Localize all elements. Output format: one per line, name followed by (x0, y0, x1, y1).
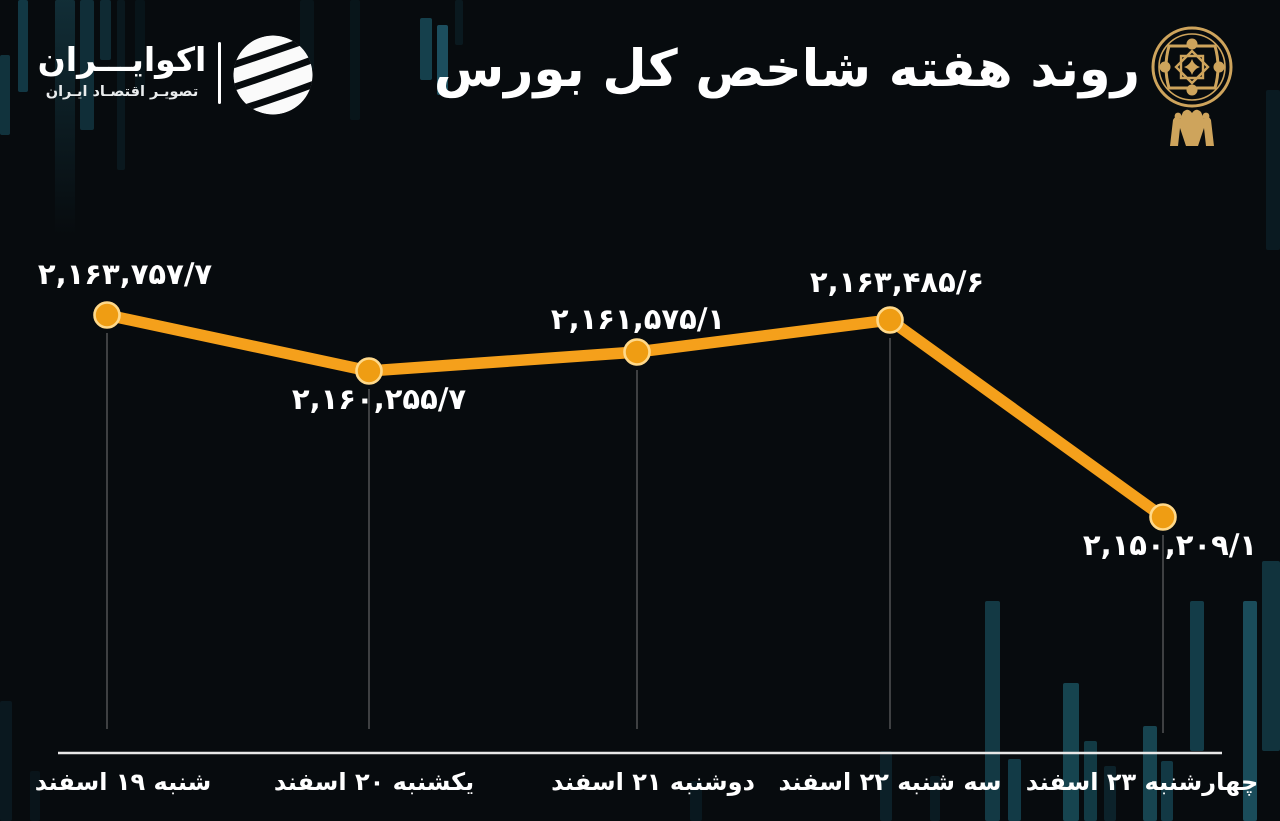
x-axis-label: سه شنبه ۲۲ اسفند (778, 768, 1002, 796)
x-axis-label: چهارشنبه ۲۳ اسفند (1025, 768, 1259, 796)
x-axis-label: دوشنبه ۲۱ اسفند (551, 768, 755, 796)
value-label: ۲,۱۵۰,۲۰۹/۱ (1082, 528, 1258, 562)
data-point-marker (1149, 503, 1177, 531)
data-point-marker (355, 357, 383, 385)
droplines (106, 333, 1164, 733)
bourse-seal-icon (1151, 26, 1233, 146)
brand-separator (218, 42, 221, 104)
value-label: ۲,۱۶۳,۷۵۷/۷ (37, 257, 213, 291)
value-label: ۲,۱۶۳,۴۸۵/۶ (809, 265, 985, 299)
data-point-marker (93, 301, 121, 329)
brand-wordmark: اکوایـــران (37, 40, 207, 79)
series-markers (93, 301, 1177, 531)
chart-title: روند هفته شاخص کل بورس (433, 40, 1140, 99)
ecoiran-logo-icon (233, 35, 313, 115)
value-label: ۲,۱۶۱,۵۷۵/۱ (550, 302, 726, 336)
data-point-marker (876, 306, 904, 334)
data-point-marker (623, 338, 651, 366)
brand-lockup: اکوایـــران تصویـر اقتصـاد ایـران (30, 35, 320, 130)
x-axis-label: شنبه ۱۹ اسفند (34, 768, 212, 796)
brand-tagline: تصویـر اقتصـاد ایـران (45, 84, 199, 100)
x-axis-label: یکشنبه ۲۰ اسفند (273, 768, 475, 796)
value-label: ۲,۱۶۰,۲۵۵/۷ (291, 382, 467, 416)
